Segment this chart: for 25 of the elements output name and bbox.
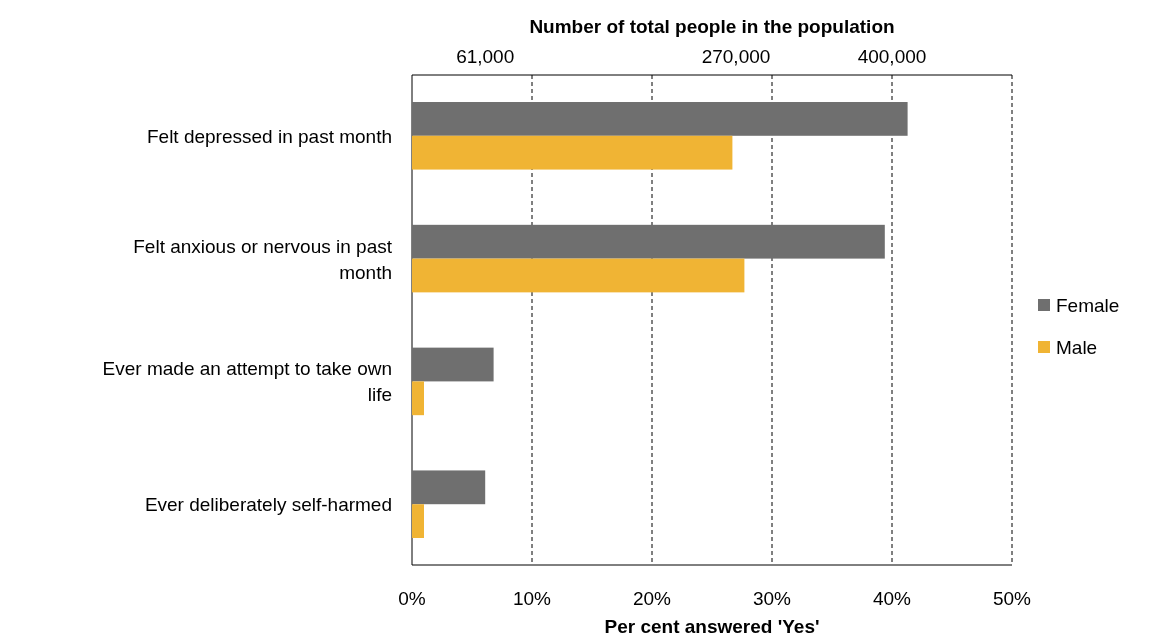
x-axis-title: Per cent answered 'Yes' [604,616,820,637]
bar [412,347,494,382]
bar [412,381,424,416]
x-tick-label: 20% [632,588,672,609]
bar [412,102,908,136]
y-tick-label: Ever deliberately self-harmed [144,494,392,516]
bar [412,224,885,259]
bar [412,504,424,538]
x-tick-label: 50% [992,588,1032,609]
x2-tick-label: 400,000 [857,46,927,67]
x2-tick-label: 61,000 [456,46,515,67]
y-tick-label: Felt depressed in past month [146,125,392,147]
bar [412,258,745,293]
legend-label: Female [1056,295,1120,316]
legend-label: Male [1056,337,1098,358]
x2-axis-title: Number of total people in the population [529,16,895,37]
y-tick-label: Ever made an attempt to take own life [102,358,392,406]
x-tick-label: 30% [752,588,792,609]
x-tick-label: 40% [872,588,912,609]
x-tick-label: 0% [398,588,426,609]
x-tick-label: 10% [512,588,552,609]
bar [412,470,486,505]
y-tick-label: Felt anxious or nervous in past month [133,235,393,283]
bar [412,135,733,170]
x2-tick-label: 270,000 [701,46,771,67]
